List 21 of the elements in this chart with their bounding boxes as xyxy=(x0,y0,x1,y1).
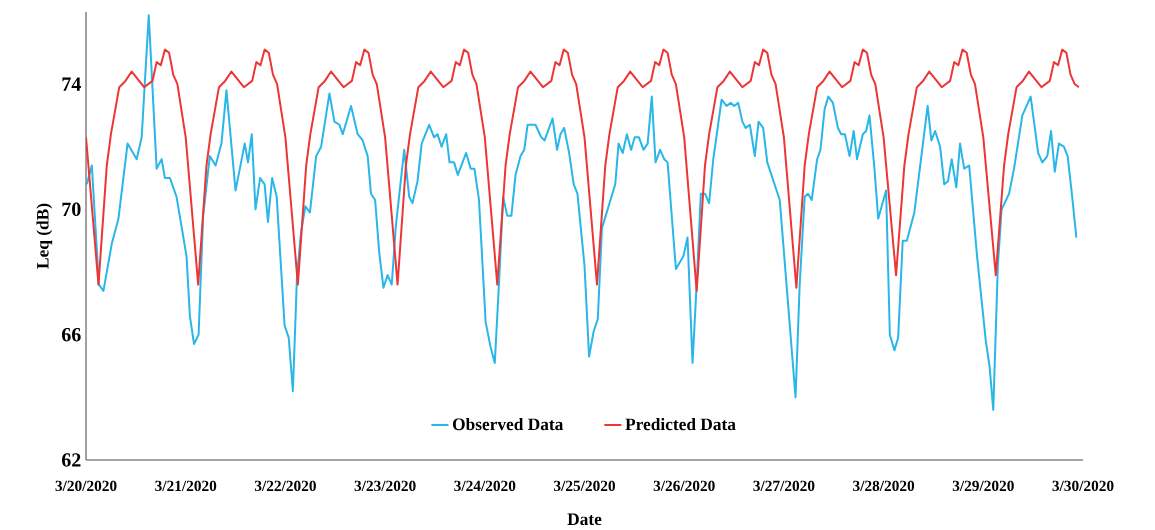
x-tick-label: 3/26/2020 xyxy=(653,480,715,492)
x-tick-label: 3/30/2020 xyxy=(1052,480,1114,492)
x-tick-label: 3/21/2020 xyxy=(155,480,217,492)
x-tick-label: 3/23/2020 xyxy=(354,480,416,492)
y-tick-label: 62 xyxy=(61,453,81,467)
line-series xyxy=(86,14,1078,412)
y-tick-label: 74 xyxy=(62,77,81,91)
y-axis-title: Leq (dB) xyxy=(36,204,53,269)
x-tick-label: 3/20/2020 xyxy=(55,480,117,492)
legend-label: Observed Data xyxy=(452,418,564,431)
x-tick-label: 3/28/2020 xyxy=(853,480,915,492)
legend-label: Predicted Data xyxy=(625,418,736,431)
x-tick-label: 3/22/2020 xyxy=(254,480,316,492)
x-axis-title: Date xyxy=(567,513,602,526)
y-tick-label: 70 xyxy=(62,202,81,217)
line-series xyxy=(86,48,1080,293)
x-tick-label: 3/24/2020 xyxy=(454,480,516,492)
x-tick-label: 3/27/2020 xyxy=(753,480,815,492)
x-tick-label: 3/25/2020 xyxy=(554,480,616,492)
x-tick-label: 3/29/2020 xyxy=(952,480,1014,492)
y-tick-label: 66 xyxy=(61,328,81,342)
